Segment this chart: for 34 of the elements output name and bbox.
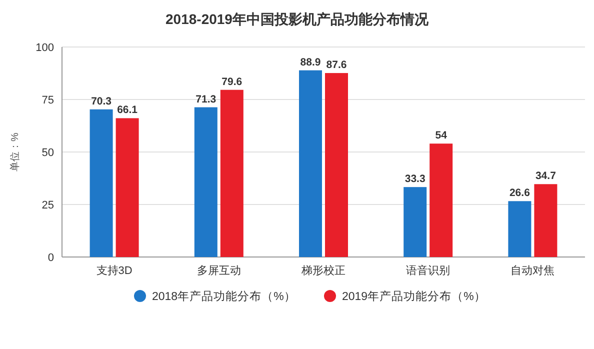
bar [534,184,558,257]
bar [194,107,218,257]
y-axis-title: 单位：% [9,132,21,172]
data-label: 87.6 [326,59,347,72]
bar [404,187,427,257]
chart-title: 2018-2019年中国投影机产品功能分布情况 [166,11,430,27]
data-label: 79.6 [222,76,242,88]
legend-label: 2019年产品功能分布（%） [342,289,486,303]
bar [220,90,244,257]
data-label: 33.3 [404,173,426,186]
y-tick-label: 25 [42,200,54,212]
y-tick-label: 75 [42,94,54,106]
bar [116,118,139,257]
x-tick-label: 多屏互动 [196,265,241,277]
x-tick-label: 自动对焦 [510,264,555,277]
data-label: 88.9 [300,56,321,68]
bar [508,201,532,257]
y-tick-label: 0 [48,252,54,264]
data-label: 54 [435,130,448,142]
y-tick-label: 50 [42,147,54,159]
bar [299,70,322,257]
x-tick-label: 梯形校正 [300,264,346,277]
x-tick-label: 支持3D [96,264,132,277]
y-tick-label: 100 [36,42,54,54]
bar [325,73,348,257]
bar [90,109,113,257]
data-label: 71.3 [196,93,216,106]
x-tick-label: 语音识别 [406,264,450,277]
data-label: 26.6 [509,187,530,200]
data-label: 70.3 [91,95,112,108]
data-label: 66.1 [117,104,138,116]
legend-label: 2018年产品功能分布（%） [152,289,296,303]
data-label: 34.7 [535,170,556,182]
bar [430,144,453,257]
